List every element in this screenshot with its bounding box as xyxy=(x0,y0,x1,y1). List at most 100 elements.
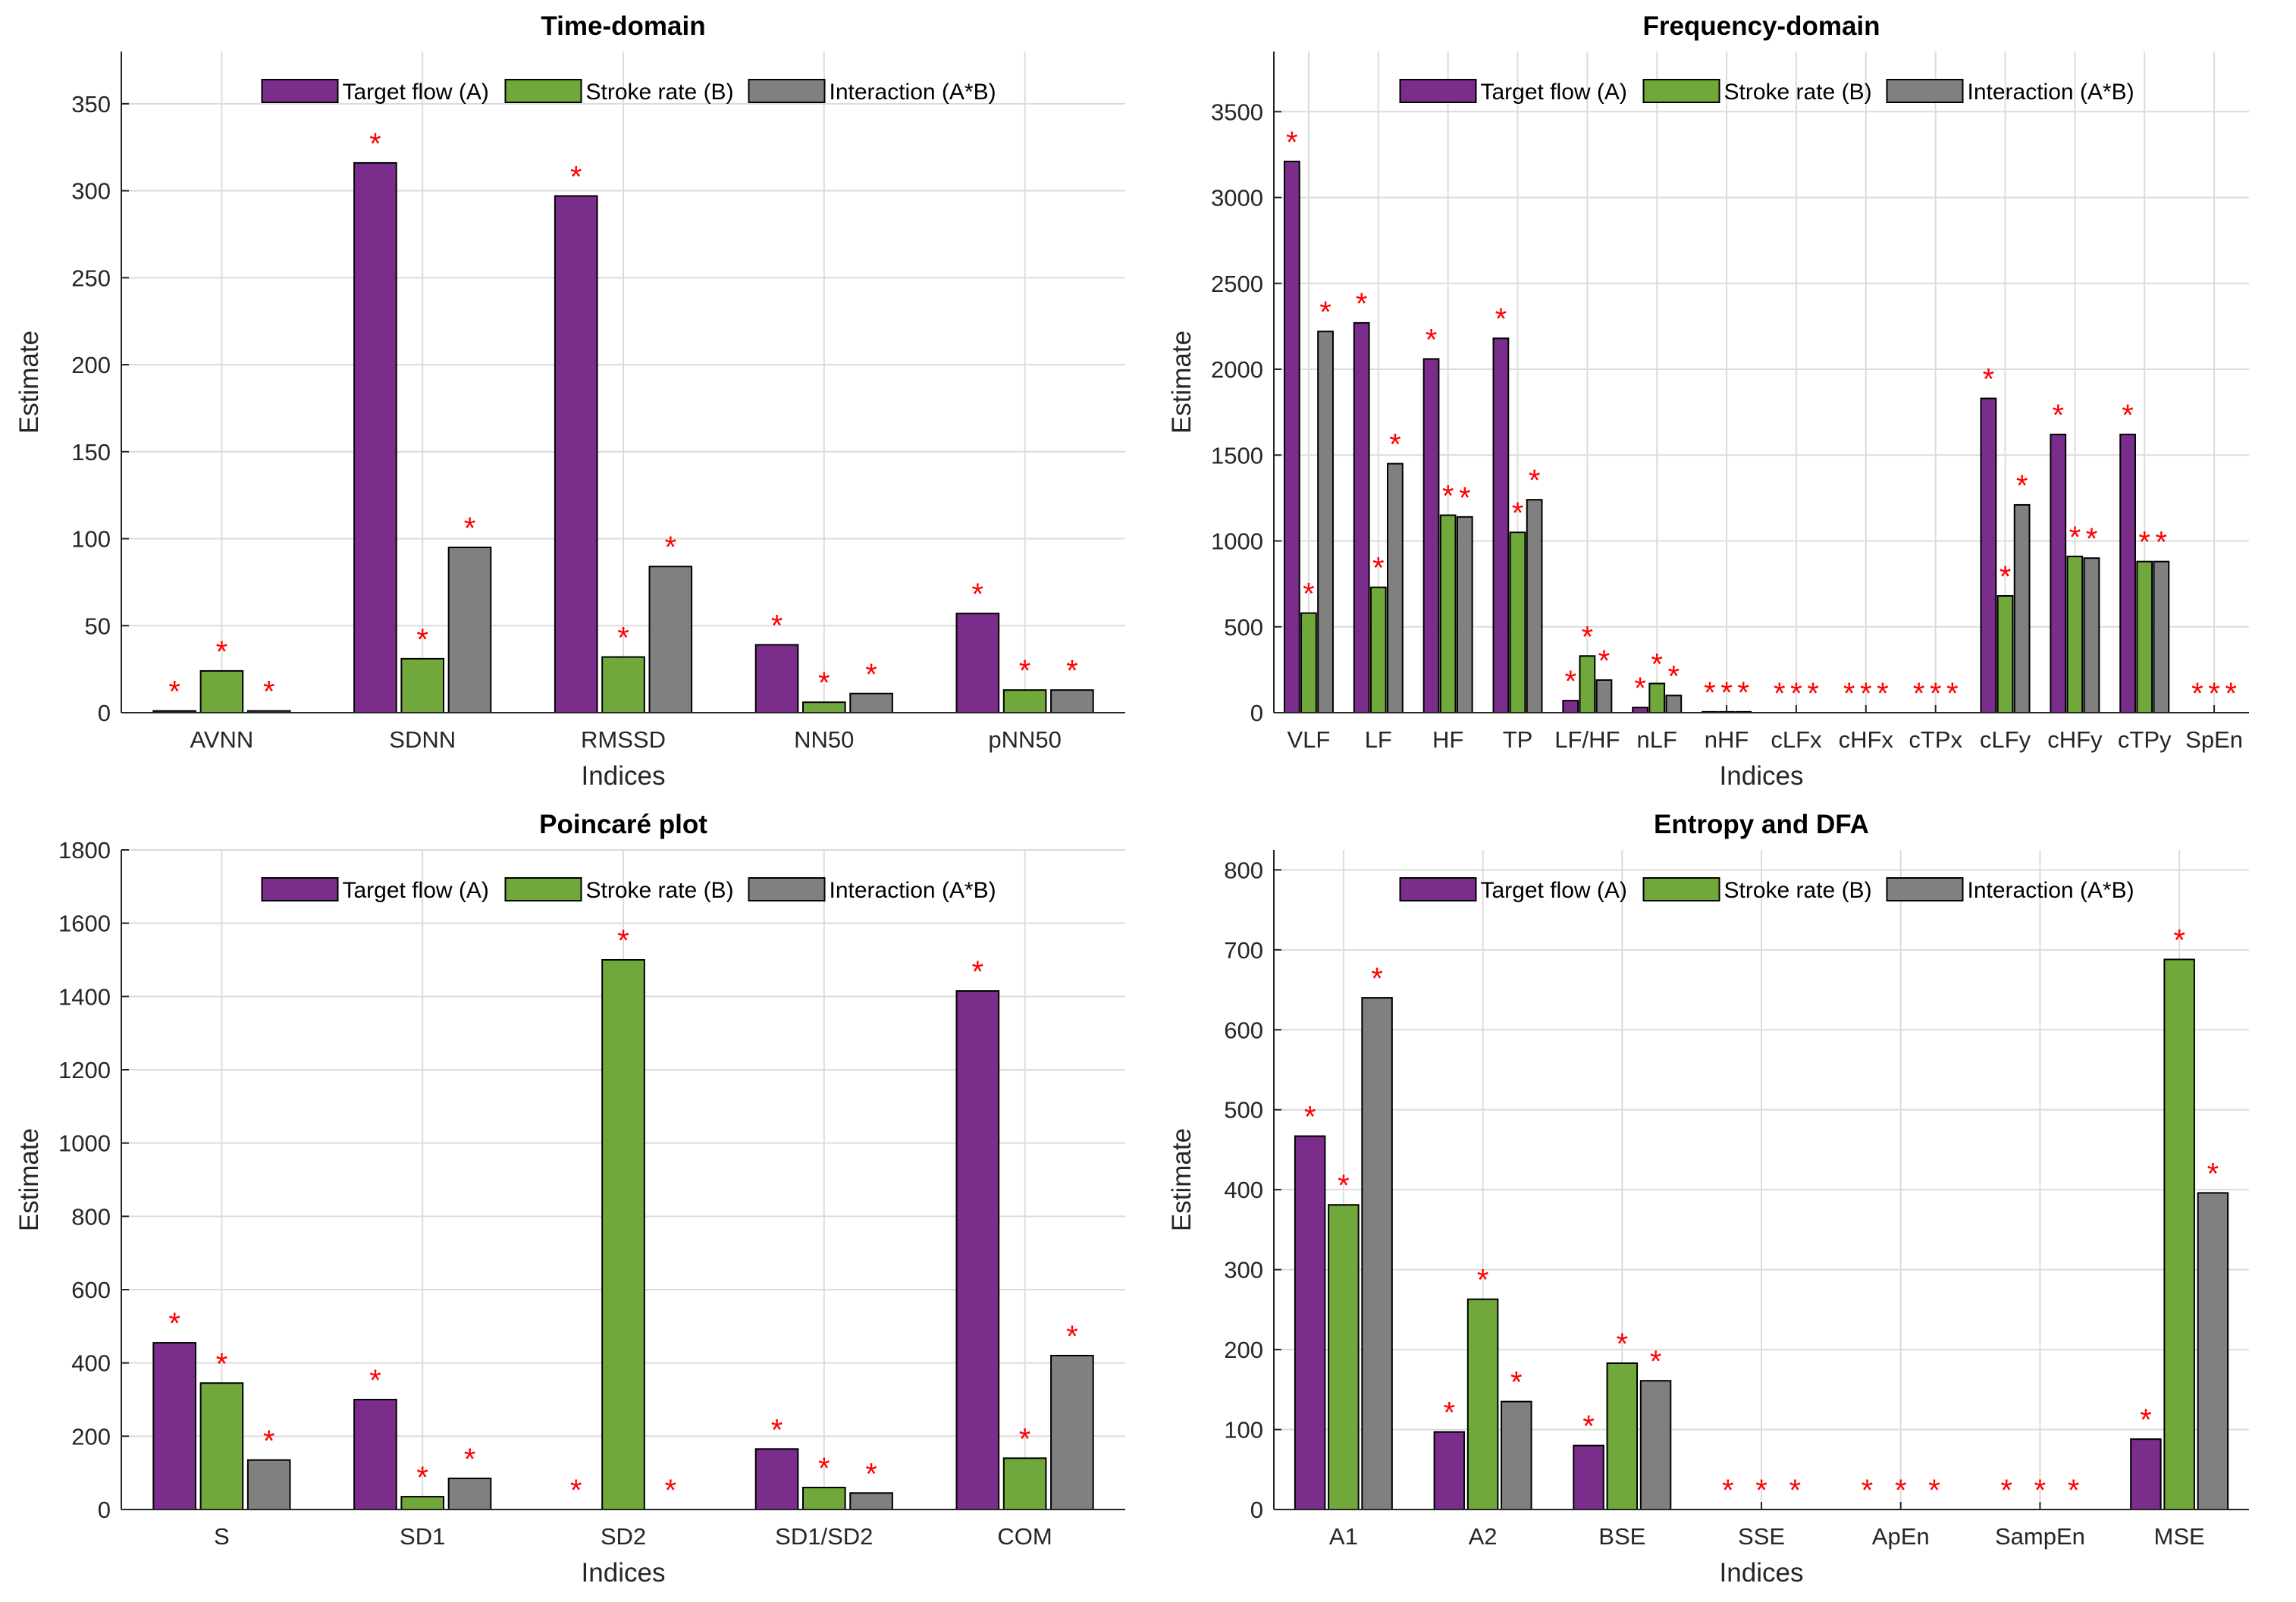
significance-star: * xyxy=(1319,296,1331,329)
bar-interaction xyxy=(849,692,893,713)
bar-interaction xyxy=(849,1492,893,1510)
x-tick-label: COM xyxy=(997,1523,1052,1550)
bar-target-flow xyxy=(1433,1431,1466,1511)
significance-star: * xyxy=(1877,677,1889,710)
significance-star: * xyxy=(1650,1345,1662,1378)
bar-interaction xyxy=(1456,516,1473,714)
significance-star: * xyxy=(1807,677,1819,710)
x-tick-label: S xyxy=(214,1523,230,1550)
bar-target-flow xyxy=(2050,434,2067,713)
significance-star: * xyxy=(1737,676,1749,710)
legend: Target flow (A) Stroke rate (B) Interactio… xyxy=(261,877,996,903)
significance-star: * xyxy=(464,512,476,545)
significance-star: * xyxy=(369,1364,381,1397)
x-tick-label: VLF xyxy=(1287,726,1330,753)
legend-label-interaction: Interaction (A*B) xyxy=(830,878,996,903)
bar-target-flow xyxy=(1283,160,1300,713)
significance-star: * xyxy=(1983,363,1995,397)
significance-star: * xyxy=(570,1474,582,1507)
significance-star: * xyxy=(1066,654,1078,688)
x-tick-label: NN50 xyxy=(794,726,854,753)
legend-swatch-stroke-rate xyxy=(504,877,582,901)
significance-star: * xyxy=(2191,677,2203,710)
significance-star: * xyxy=(263,1425,275,1458)
chart-title: Poincaré plot xyxy=(539,810,707,839)
bar-interaction xyxy=(1387,462,1404,713)
bar-stroke-rate xyxy=(801,1487,846,1510)
y-tick-label: 800 xyxy=(71,1203,111,1230)
chart-title: Entropy and DFA xyxy=(1654,810,1869,839)
bar-target-flow xyxy=(2119,434,2136,713)
bar-interaction xyxy=(447,1477,492,1510)
bar-stroke-rate xyxy=(1328,1204,1360,1510)
significance-star: * xyxy=(2122,399,2134,432)
significance-star: * xyxy=(1789,1474,1801,1507)
bar-target-flow xyxy=(353,161,397,713)
legend: Target flow (A) Stroke rate (B) Interactio… xyxy=(261,79,996,105)
significance-star: * xyxy=(168,1307,180,1340)
legend: Target flow (A) Stroke rate (B) Interactio… xyxy=(1399,877,2134,903)
bar-stroke-rate xyxy=(2163,958,2195,1511)
bar-interaction xyxy=(447,547,492,713)
y-tick-label: 1000 xyxy=(1211,528,1263,555)
significance-star: * xyxy=(2068,1474,2080,1507)
y-tick-label: 500 xyxy=(1224,614,1263,641)
x-tick-label: SD1 xyxy=(400,1523,445,1550)
chart-panel-3: 0 200 400 600 800 1000 1200 1400 1600 1800 S SD1 SD2… xyxy=(14,810,1125,1588)
legend-label-interaction: Interaction (A*B) xyxy=(830,80,996,105)
legend-swatch-target-flow xyxy=(1399,877,1477,901)
x-tick-label: HF xyxy=(1432,726,1463,753)
significance-star: * xyxy=(2138,526,2150,560)
significance-star: * xyxy=(1304,1101,1316,1134)
x-tick-label: cHFy xyxy=(2047,726,2103,753)
bar-target-flow xyxy=(1562,700,1579,713)
y-tick-label: 200 xyxy=(1224,1337,1263,1363)
x-tick-label: cLFy xyxy=(1980,726,2031,753)
significance-star: * xyxy=(1668,660,1680,693)
chart-title: Frequency-domain xyxy=(1642,11,1880,41)
bar-target-flow xyxy=(554,195,598,714)
y-tick-label: 500 xyxy=(1224,1097,1263,1124)
bar-stroke-rate xyxy=(1002,1457,1047,1511)
significance-star: * xyxy=(664,1474,676,1507)
bar-stroke-rate xyxy=(1509,531,1526,713)
bar-stroke-rate xyxy=(2136,560,2153,714)
bar-stroke-rate xyxy=(1579,655,1596,713)
y-tick-label: 200 xyxy=(71,1423,111,1450)
y-tick-label: 200 xyxy=(71,352,111,378)
legend-swatch-interaction xyxy=(1886,79,1964,103)
y-tick-label: 3500 xyxy=(1211,99,1263,125)
bar-interaction xyxy=(1050,1355,1094,1510)
bar-target-flow xyxy=(754,644,799,713)
y-tick-label: 1000 xyxy=(58,1130,111,1157)
significance-star: * xyxy=(1371,962,1383,995)
significance-star: * xyxy=(2000,560,2012,594)
significance-star: * xyxy=(1389,428,1401,462)
bar-stroke-rate xyxy=(1466,1298,1499,1510)
significance-star: * xyxy=(1928,1474,1940,1507)
y-tick-label: 1600 xyxy=(58,911,111,937)
bar-target-flow xyxy=(2130,1438,2162,1510)
legend-swatch-interaction xyxy=(748,79,826,103)
significance-star: * xyxy=(1529,464,1541,497)
significance-star: * xyxy=(1477,1264,1489,1297)
legend-label-stroke-rate: Stroke rate (B) xyxy=(586,878,734,903)
chart-panel-2: 0 500 1000 1500 2000 2500 3000 3500 VLF LF HF TP LF/… xyxy=(1167,11,2249,791)
significance-star: * xyxy=(1790,677,1802,710)
y-tick-label: 600 xyxy=(1224,1017,1263,1043)
bar-stroke-rate xyxy=(400,657,445,713)
significance-star: * xyxy=(1720,676,1733,710)
significance-star: * xyxy=(1564,665,1576,698)
significance-star: * xyxy=(972,578,984,611)
significance-star: * xyxy=(2034,1474,2047,1507)
significance-star: * xyxy=(1426,323,1438,356)
significance-star: * xyxy=(2156,526,2168,560)
significance-star: * xyxy=(771,1413,783,1447)
bar-target-flow xyxy=(353,1399,397,1510)
bar-interaction xyxy=(1050,689,1094,713)
x-tick-label: SampEn xyxy=(1995,1523,2085,1550)
significance-star: * xyxy=(2052,399,2064,432)
significance-star: * xyxy=(1286,126,1298,159)
significance-star: * xyxy=(1651,647,1663,681)
chart-panel-4: 0 100 200 300 400 500 600 700 800 A1 A2 BSE SSE ApEn S… xyxy=(1167,810,2249,1588)
